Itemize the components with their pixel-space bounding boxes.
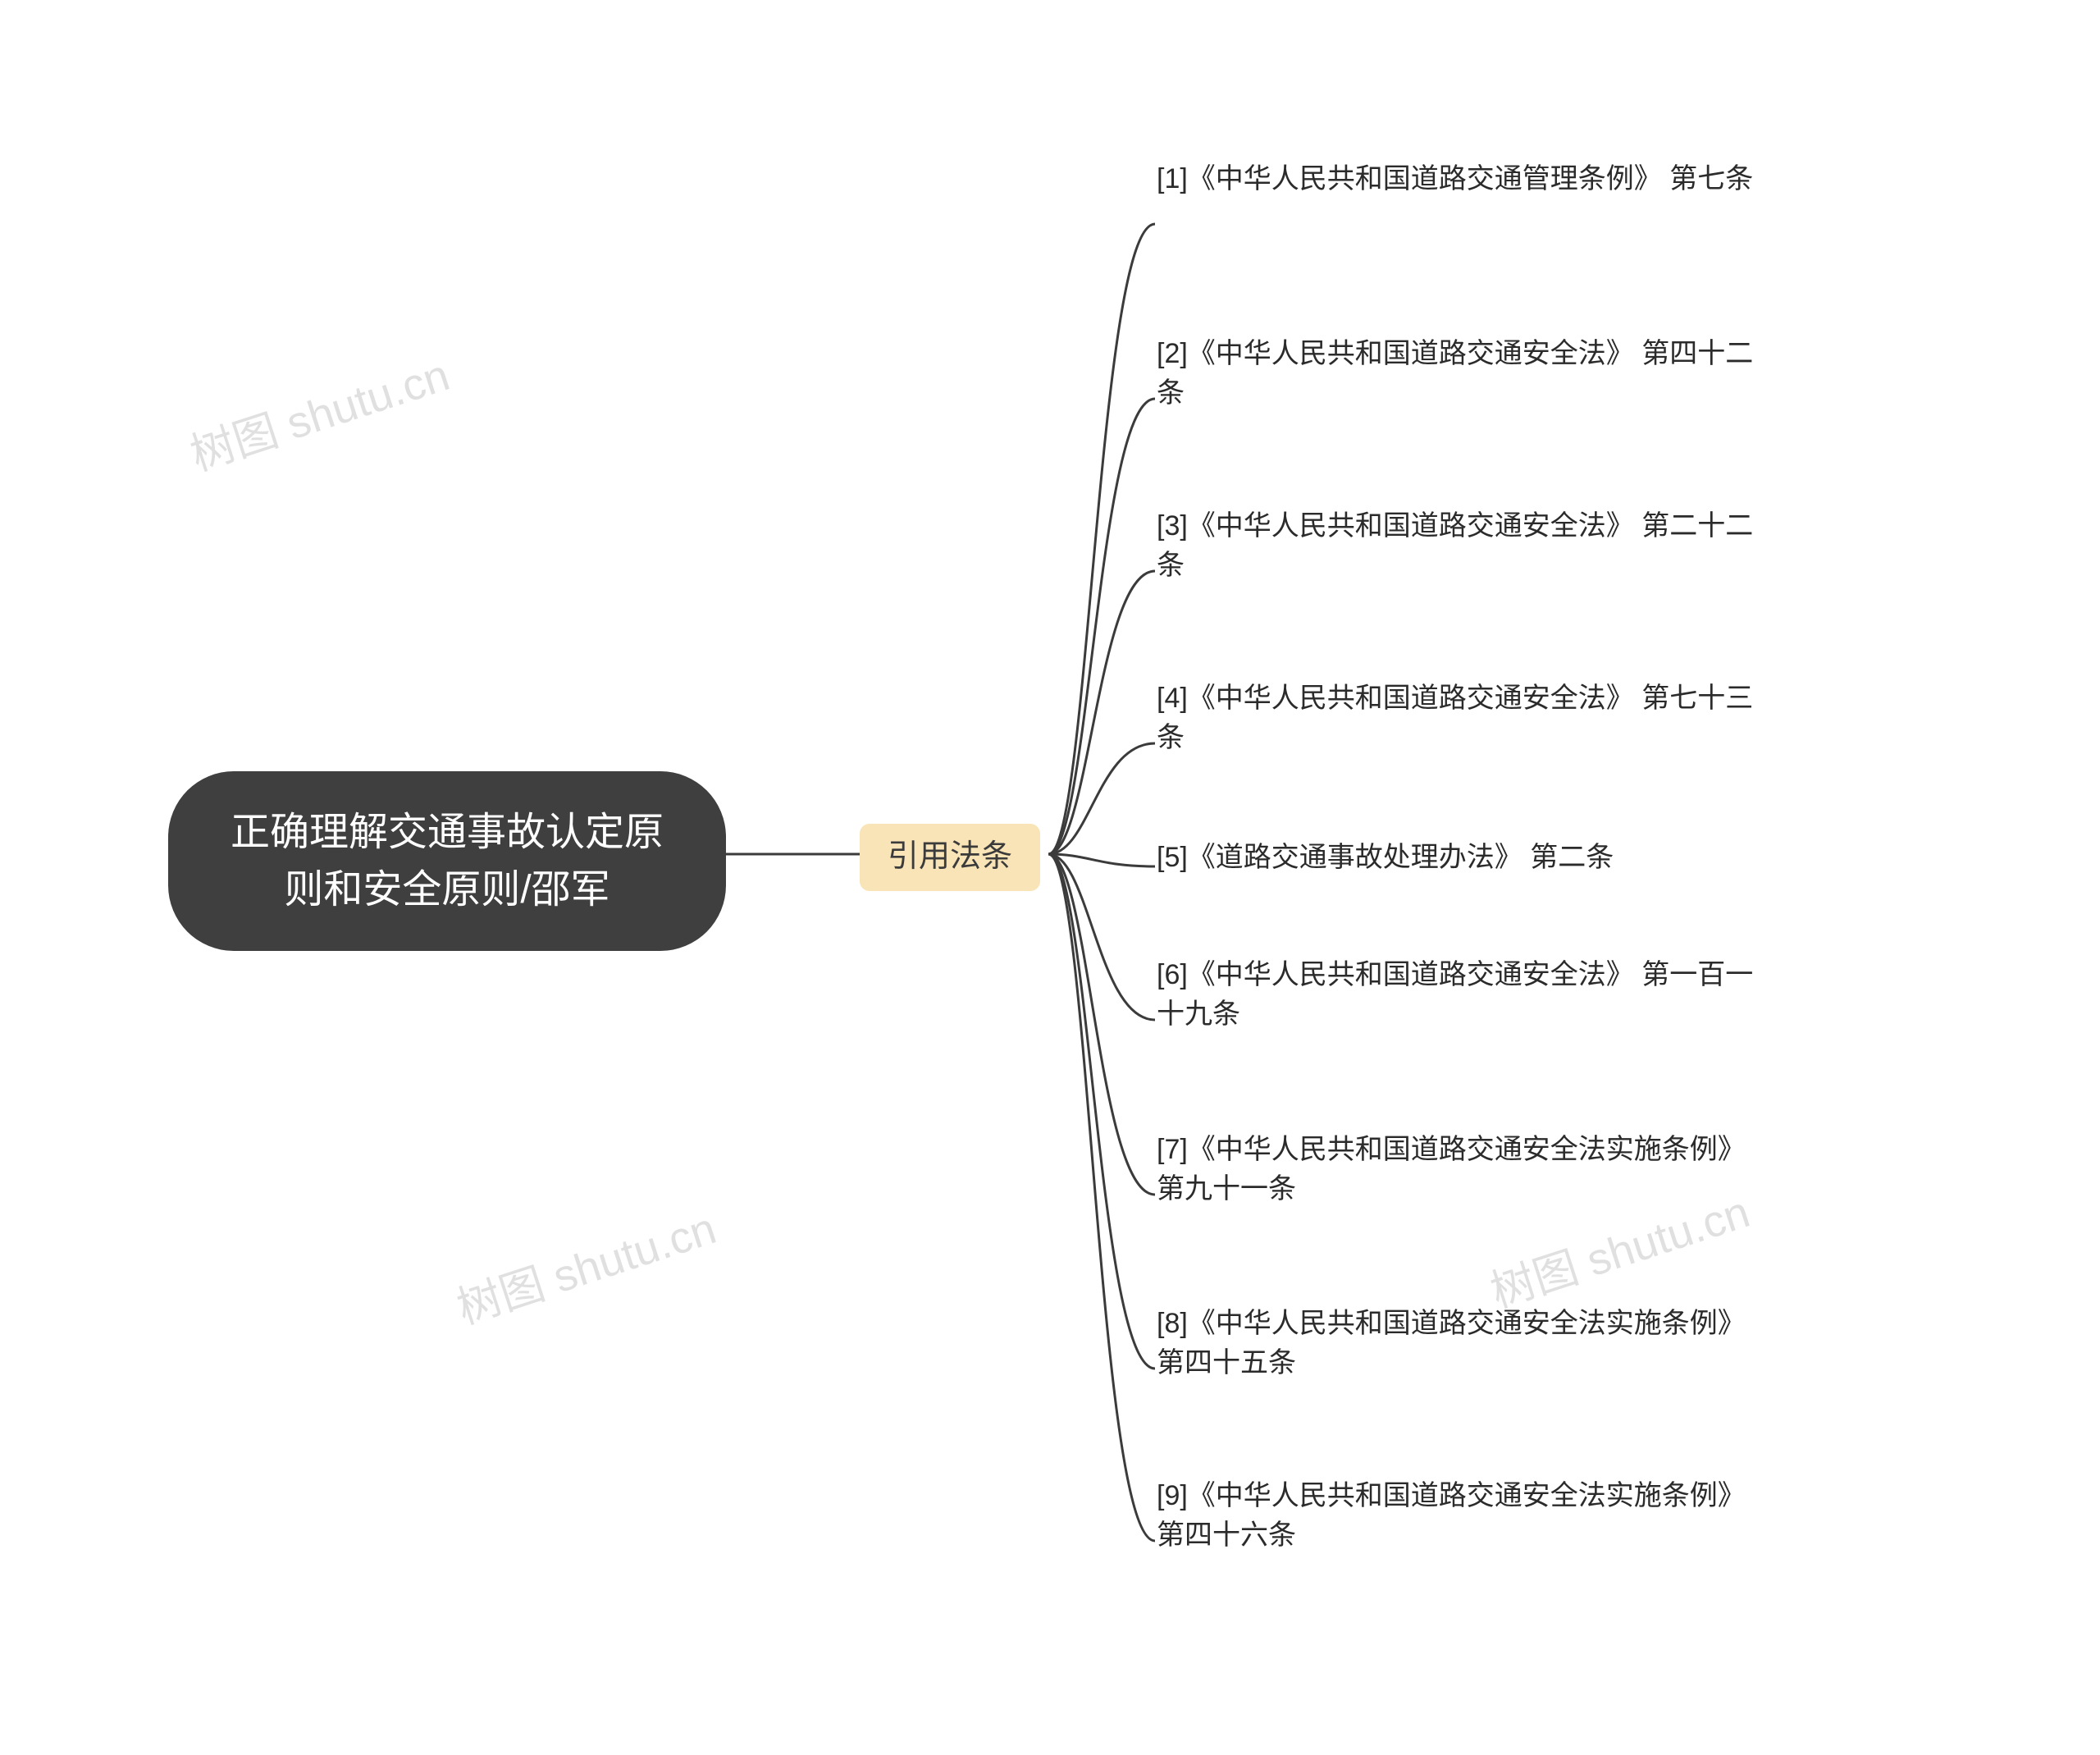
mid-node-citations[interactable]: 引用法条	[860, 824, 1040, 891]
leaf-node[interactable]: [8]《中华人民共和国道路交通安全法实施条例》 第四十五条	[1157, 1305, 1780, 1383]
watermark: 树图 shutu.cn	[181, 339, 457, 483]
root-node[interactable]: 正确理解交通事故认定原 则和安全原则/邵军	[168, 771, 726, 951]
leaf-node[interactable]: [2]《中华人民共和国道路交通安全法》 第四十二条	[1157, 335, 1780, 413]
leaf-node[interactable]: [4]《中华人民共和国道路交通安全法》 第七十三条	[1157, 679, 1780, 757]
root-text-line1: 正确理解交通事故认定原	[231, 811, 664, 854]
leaf-node[interactable]: [9]《中华人民共和国道路交通安全法实施条例》 第四十六条	[1157, 1477, 1780, 1555]
leaf-node[interactable]: [1]《中华人民共和国道路交通管理条例》 第七条	[1157, 160, 1753, 199]
watermark: 树图 shutu.cn	[448, 1192, 724, 1337]
mindmap-canvas: 树图 shutu.cn 树图 shutu.cn 树图 shutu.cn 正确理解…	[0, 0, 2100, 1755]
mid-node-label: 引用法条	[888, 839, 1012, 874]
leaf-node[interactable]: [3]《中华人民共和国道路交通安全法》 第二十二条	[1157, 507, 1780, 585]
leaf-node[interactable]: [7]《中华人民共和国道路交通安全法实施条例》 第九十一条	[1157, 1131, 1780, 1209]
leaf-node[interactable]: [6]《中华人民共和国道路交通安全法》 第一百一十九条	[1157, 956, 1780, 1034]
leaf-node[interactable]: [5]《道路交通事故处理办法》 第二条	[1157, 839, 1614, 878]
root-text-line2: 则和安全原则/邵军	[284, 868, 609, 912]
